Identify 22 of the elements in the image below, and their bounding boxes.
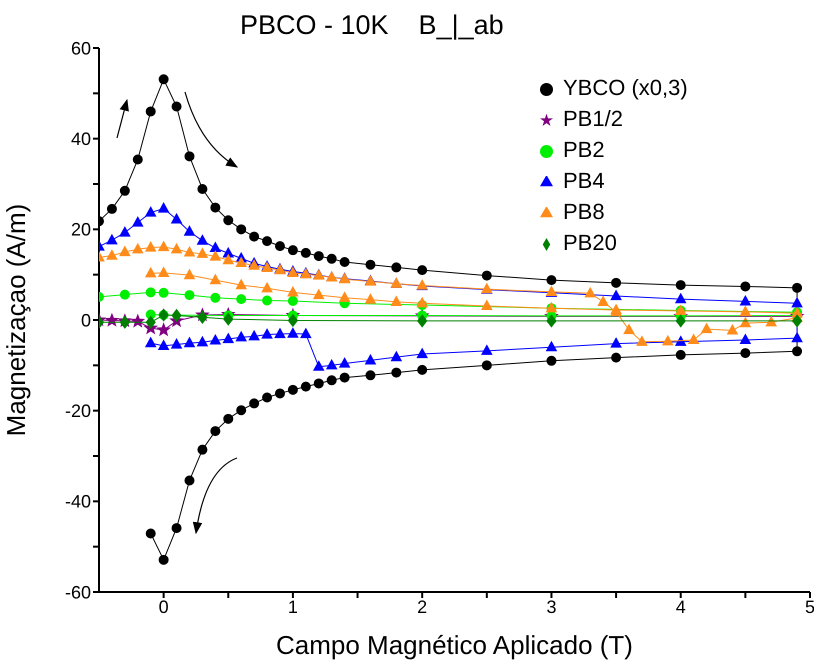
x-tick-label: 4 — [676, 596, 686, 617]
legend-label: PB4 — [563, 168, 605, 193]
legend-label: YBCO (x0,3) — [563, 75, 688, 100]
y-tick-label: 20 — [70, 220, 91, 240]
y-axis-title: Magnetizaçao (A/m) — [1, 204, 32, 436]
x-tick-label: 5 — [804, 596, 814, 617]
y-tick-label: 60 — [70, 38, 91, 58]
legend-label: PB2 — [563, 137, 605, 162]
x-axis-title: Campo Magnético Aplicado (T) — [276, 630, 633, 660]
x-tick-label: 1 — [288, 596, 298, 617]
legend-label: PB8 — [563, 199, 605, 224]
y-tick-label: -40 — [64, 492, 91, 512]
y-tick-label: 40 — [70, 129, 91, 150]
legend-label: PB20 — [563, 230, 617, 255]
legend-label: PB1/2 — [563, 106, 623, 131]
chart-title: PBCO - 10K B_|_ab — [240, 10, 504, 41]
y-tick-label: -60 — [64, 582, 91, 602]
x-tick-label: 0 — [158, 596, 169, 617]
y-tick-label: 0 — [80, 310, 91, 330]
x-tick-label: 2 — [417, 596, 428, 617]
x-tick-label: 3 — [546, 596, 556, 617]
y-tick-label: -20 — [64, 401, 91, 422]
